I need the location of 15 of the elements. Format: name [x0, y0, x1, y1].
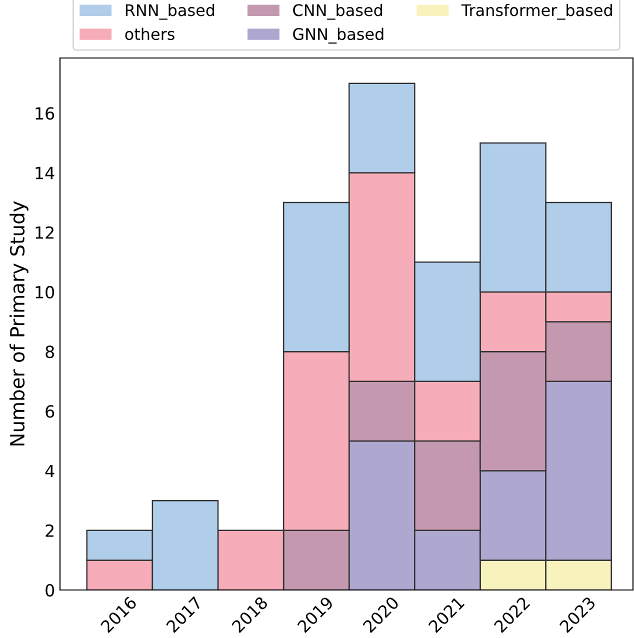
y-tick-label: 4 [45, 464, 54, 478]
y-tick-label: 16 [36, 107, 54, 120]
y-tick-label: 12 [36, 226, 54, 239]
y-tick-label: 2 [46, 524, 54, 537]
y-tick-label: 6 [46, 405, 54, 418]
legend-label: others [125, 28, 174, 40]
y-axis-title: Number of Primary Study [10, 201, 28, 446]
legend-label: CNN_based [293, 4, 382, 20]
y-tick-label: 0 [46, 584, 54, 597]
legend-label: RNN_based [126, 4, 214, 20]
y-tick-label: 14 [36, 166, 54, 180]
legend-label: GNN_based [293, 28, 384, 44]
y-tick-label: 8 [46, 346, 54, 358]
legend-label: Transformer_based [461, 4, 612, 20]
y-tick-label: 10 [36, 286, 54, 299]
